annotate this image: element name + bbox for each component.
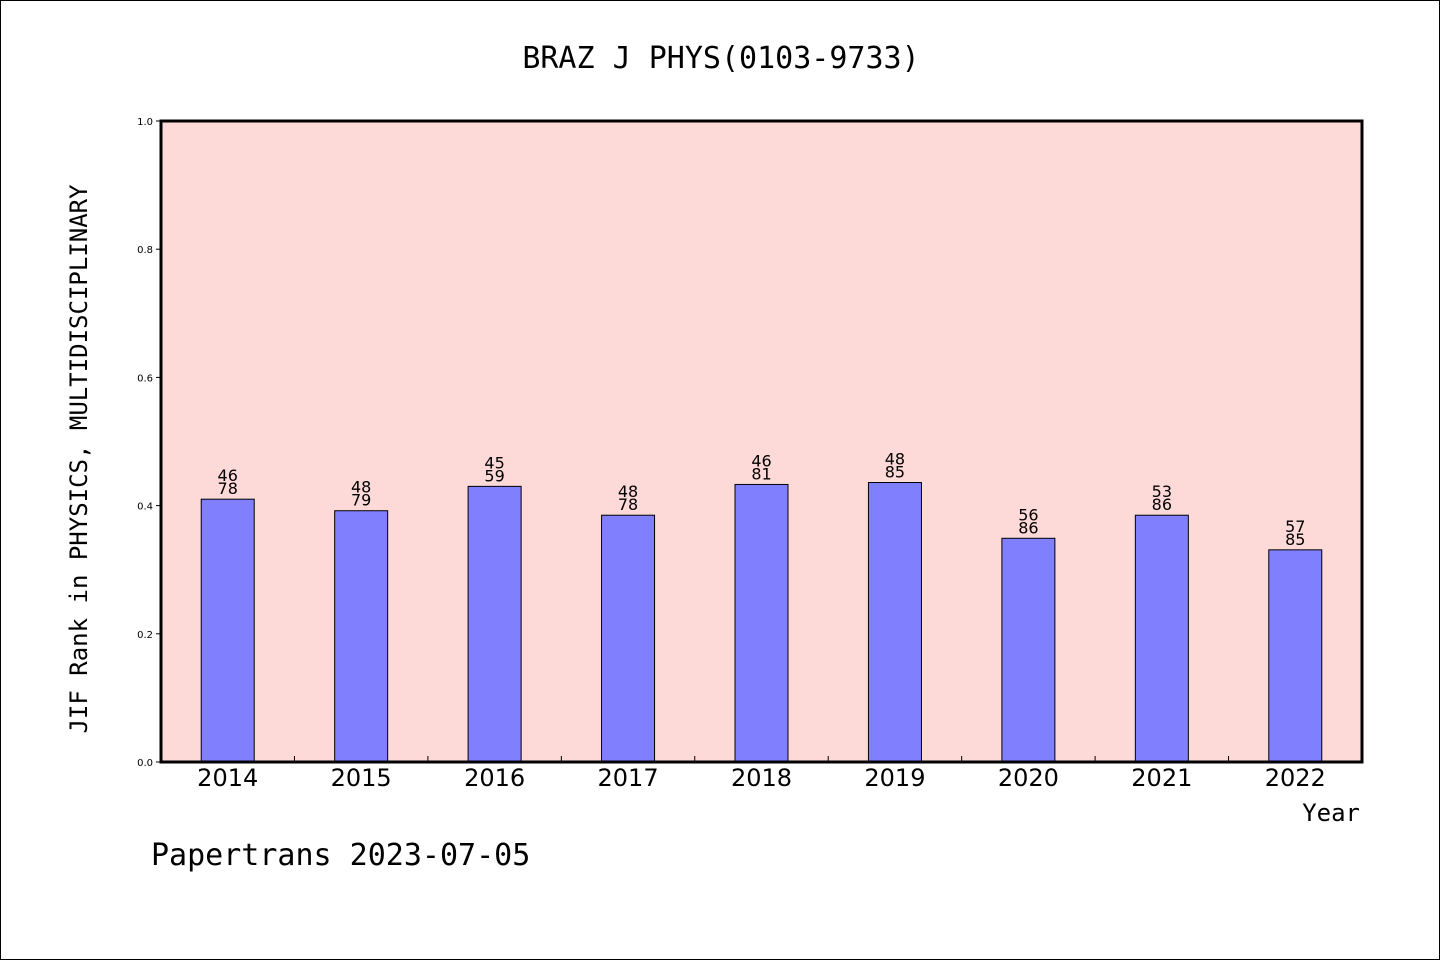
bar-2020 xyxy=(1001,537,1056,763)
bar-rank-label: 56 xyxy=(1018,505,1038,524)
x-tick-label: 2019 xyxy=(864,764,925,792)
y-axis-ticks: 0.0 0.2 0.4 0.6 0.8 1.0 xyxy=(137,117,161,769)
x-tick-label: 2017 xyxy=(598,764,659,792)
bar-total-label: 85 xyxy=(885,463,905,482)
plot-border xyxy=(159,119,1364,764)
x-tick-label: 2015 xyxy=(331,764,392,792)
y-tick-label: 0.4 xyxy=(137,502,153,513)
bar-total-label: 86 xyxy=(1018,518,1038,537)
bar-2022 xyxy=(1268,549,1323,763)
bar-rank-label: 48 xyxy=(618,482,638,501)
bars xyxy=(200,482,1323,763)
bar-rank-label: 46 xyxy=(751,451,771,470)
bar-2021 xyxy=(1134,514,1189,763)
bar-2014 xyxy=(200,498,255,763)
y-tick-label: 0.2 xyxy=(137,630,153,641)
bar-rank-label: 46 xyxy=(218,466,238,485)
bar-2016 xyxy=(467,485,522,763)
y-axis-label: JIF Rank in PHYSICS, MULTIDISCIPLINARY xyxy=(65,184,93,734)
y-tick-label: 0.6 xyxy=(137,373,153,384)
y-tick-label: 0.0 xyxy=(137,758,153,769)
y-tick-label: 1.0 xyxy=(137,117,153,128)
bar-2017 xyxy=(601,514,656,763)
bar-rank-label: 57 xyxy=(1285,517,1305,536)
bar-total-label: 85 xyxy=(1285,530,1305,549)
bar-rank-label: 48 xyxy=(885,450,905,469)
bar-rank-label: 48 xyxy=(351,478,371,497)
bar-2018 xyxy=(734,483,789,763)
bar-2019 xyxy=(867,482,922,763)
chart-title: BRAZ J PHYS(0103-9733) xyxy=(522,41,919,76)
bar-total-label: 81 xyxy=(751,464,771,483)
x-tick-label: 2022 xyxy=(1265,764,1326,792)
x-tick-label: 2014 xyxy=(197,764,258,792)
bar-total-label: 78 xyxy=(218,479,238,498)
bar-total-label: 59 xyxy=(484,466,504,485)
x-tick-label: 2020 xyxy=(998,764,1059,792)
bar-2015 xyxy=(334,510,389,763)
x-tick-label: 2018 xyxy=(731,764,792,792)
footer-text: Papertrans 2023-07-05 xyxy=(151,838,530,873)
x-tick-label: 2021 xyxy=(1131,764,1192,792)
x-axis-label: Year xyxy=(1302,799,1360,827)
x-tick-label: 2016 xyxy=(464,764,525,792)
bar-total-label: 78 xyxy=(618,495,638,514)
bar-total-label: 86 xyxy=(1152,495,1172,514)
bar-rank-label: 53 xyxy=(1152,482,1172,501)
bar-total-label: 79 xyxy=(351,491,371,510)
y-tick-label: 0.8 xyxy=(137,245,153,256)
x-axis-ticks: 2014 2015 2016 2017 2018 2019 2020 2021 2022 xyxy=(197,756,1326,792)
bar-rank-label: 45 xyxy=(484,453,504,472)
